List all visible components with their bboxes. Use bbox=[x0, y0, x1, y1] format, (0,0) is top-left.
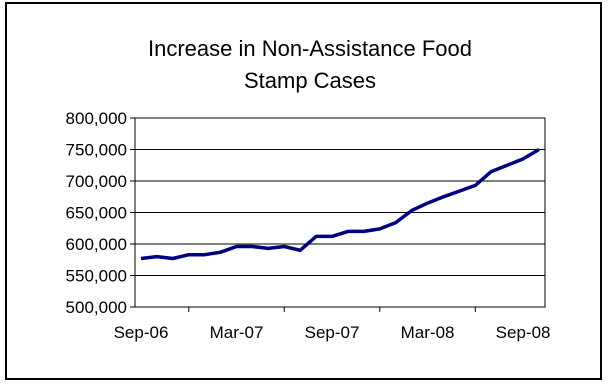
gridlines bbox=[135, 118, 545, 307]
y-tick-label: 800,000 bbox=[66, 109, 127, 128]
y-tick-label: 700,000 bbox=[66, 172, 127, 191]
x-tick-label: Sep-08 bbox=[496, 323, 551, 342]
x-axis: Sep-06 Mar-07 Sep-07 Mar-08 Sep-08 bbox=[114, 307, 551, 342]
chart-title: Increase in Non-Assistance Food Stamp Ca… bbox=[148, 36, 472, 93]
y-tick-label: 650,000 bbox=[66, 204, 127, 223]
series-layer bbox=[141, 150, 539, 259]
x-tick-label: Sep-06 bbox=[114, 323, 169, 342]
chart-title-line-2: Stamp Cases bbox=[244, 68, 376, 93]
series-line bbox=[141, 150, 539, 259]
y-tick-label: 750,000 bbox=[66, 141, 127, 160]
chart-title-line-1: Increase in Non-Assistance Food bbox=[148, 36, 472, 61]
x-tick-label: Mar-08 bbox=[401, 323, 455, 342]
y-tick-label: 600,000 bbox=[66, 235, 127, 254]
y-axis: 800,000 750,000 700,000 650,000 600,000 550,0… bbox=[66, 109, 135, 317]
x-tick-label: Mar-07 bbox=[210, 323, 264, 342]
y-tick-label: 500,000 bbox=[66, 298, 127, 317]
y-tick-label: 550,000 bbox=[66, 267, 127, 286]
x-tick-label: Sep-07 bbox=[305, 323, 360, 342]
